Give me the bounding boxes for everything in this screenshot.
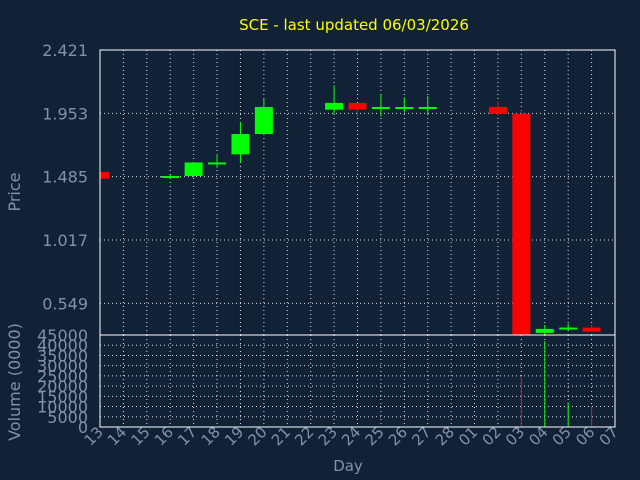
volume-axis-label: Volume (0000) [5,323,24,441]
volume-tick-label: 30000 [37,357,88,376]
volume-plot-frame [99,334,616,428]
candle-up [325,102,344,110]
candle-up [208,162,227,165]
volume-tick-label: 10000 [37,398,88,417]
volume-tick-label: 20000 [37,377,88,396]
candle-up [161,175,180,178]
volume-tick-label: 40000 [37,336,88,355]
candle-down [348,102,367,110]
candle-up [184,162,203,176]
volume-bars [520,341,593,427]
price-tick-label: 1.017 [42,231,88,250]
candle-down [512,113,531,335]
volume-tick-label: 5000 [47,408,88,427]
price-plot-frame [99,49,616,336]
candle-down [582,327,601,332]
volume-grid [99,334,616,428]
candle-up [371,106,390,109]
candle-up [231,134,250,155]
volume-tick-label: 45000 [37,326,88,345]
candle-down [488,106,507,114]
price-candles [99,85,601,335]
candle-up [254,106,273,135]
candle-up [559,327,578,330]
chart-title: SCE - last updated 06/03/2026 [239,16,469,34]
volume-tick-label: 15000 [37,387,88,406]
volume-tick-labels: 4500040000350003000025000200001500010000… [37,326,88,437]
candle-up [395,106,414,109]
x-axis-label: Day [333,457,363,475]
price-tick-label: 1.953 [42,104,88,123]
candle-up [535,328,554,333]
volume-tick-label: 35000 [37,346,88,365]
volume-tick-label: 25000 [37,367,88,386]
price-tick-label: 1.485 [42,168,88,187]
volume-tick-label: 0 [78,418,88,437]
candle-up [418,106,437,109]
price-axis-label: Price [5,172,24,211]
price-tick-labels: 2.421 1.953 1.485 1.017 0.549 [42,41,88,313]
candle-down [100,171,109,179]
price-grid [99,49,616,335]
price-tick-label: 0.549 [42,294,88,313]
price-tick-label: 2.421 [42,41,88,60]
